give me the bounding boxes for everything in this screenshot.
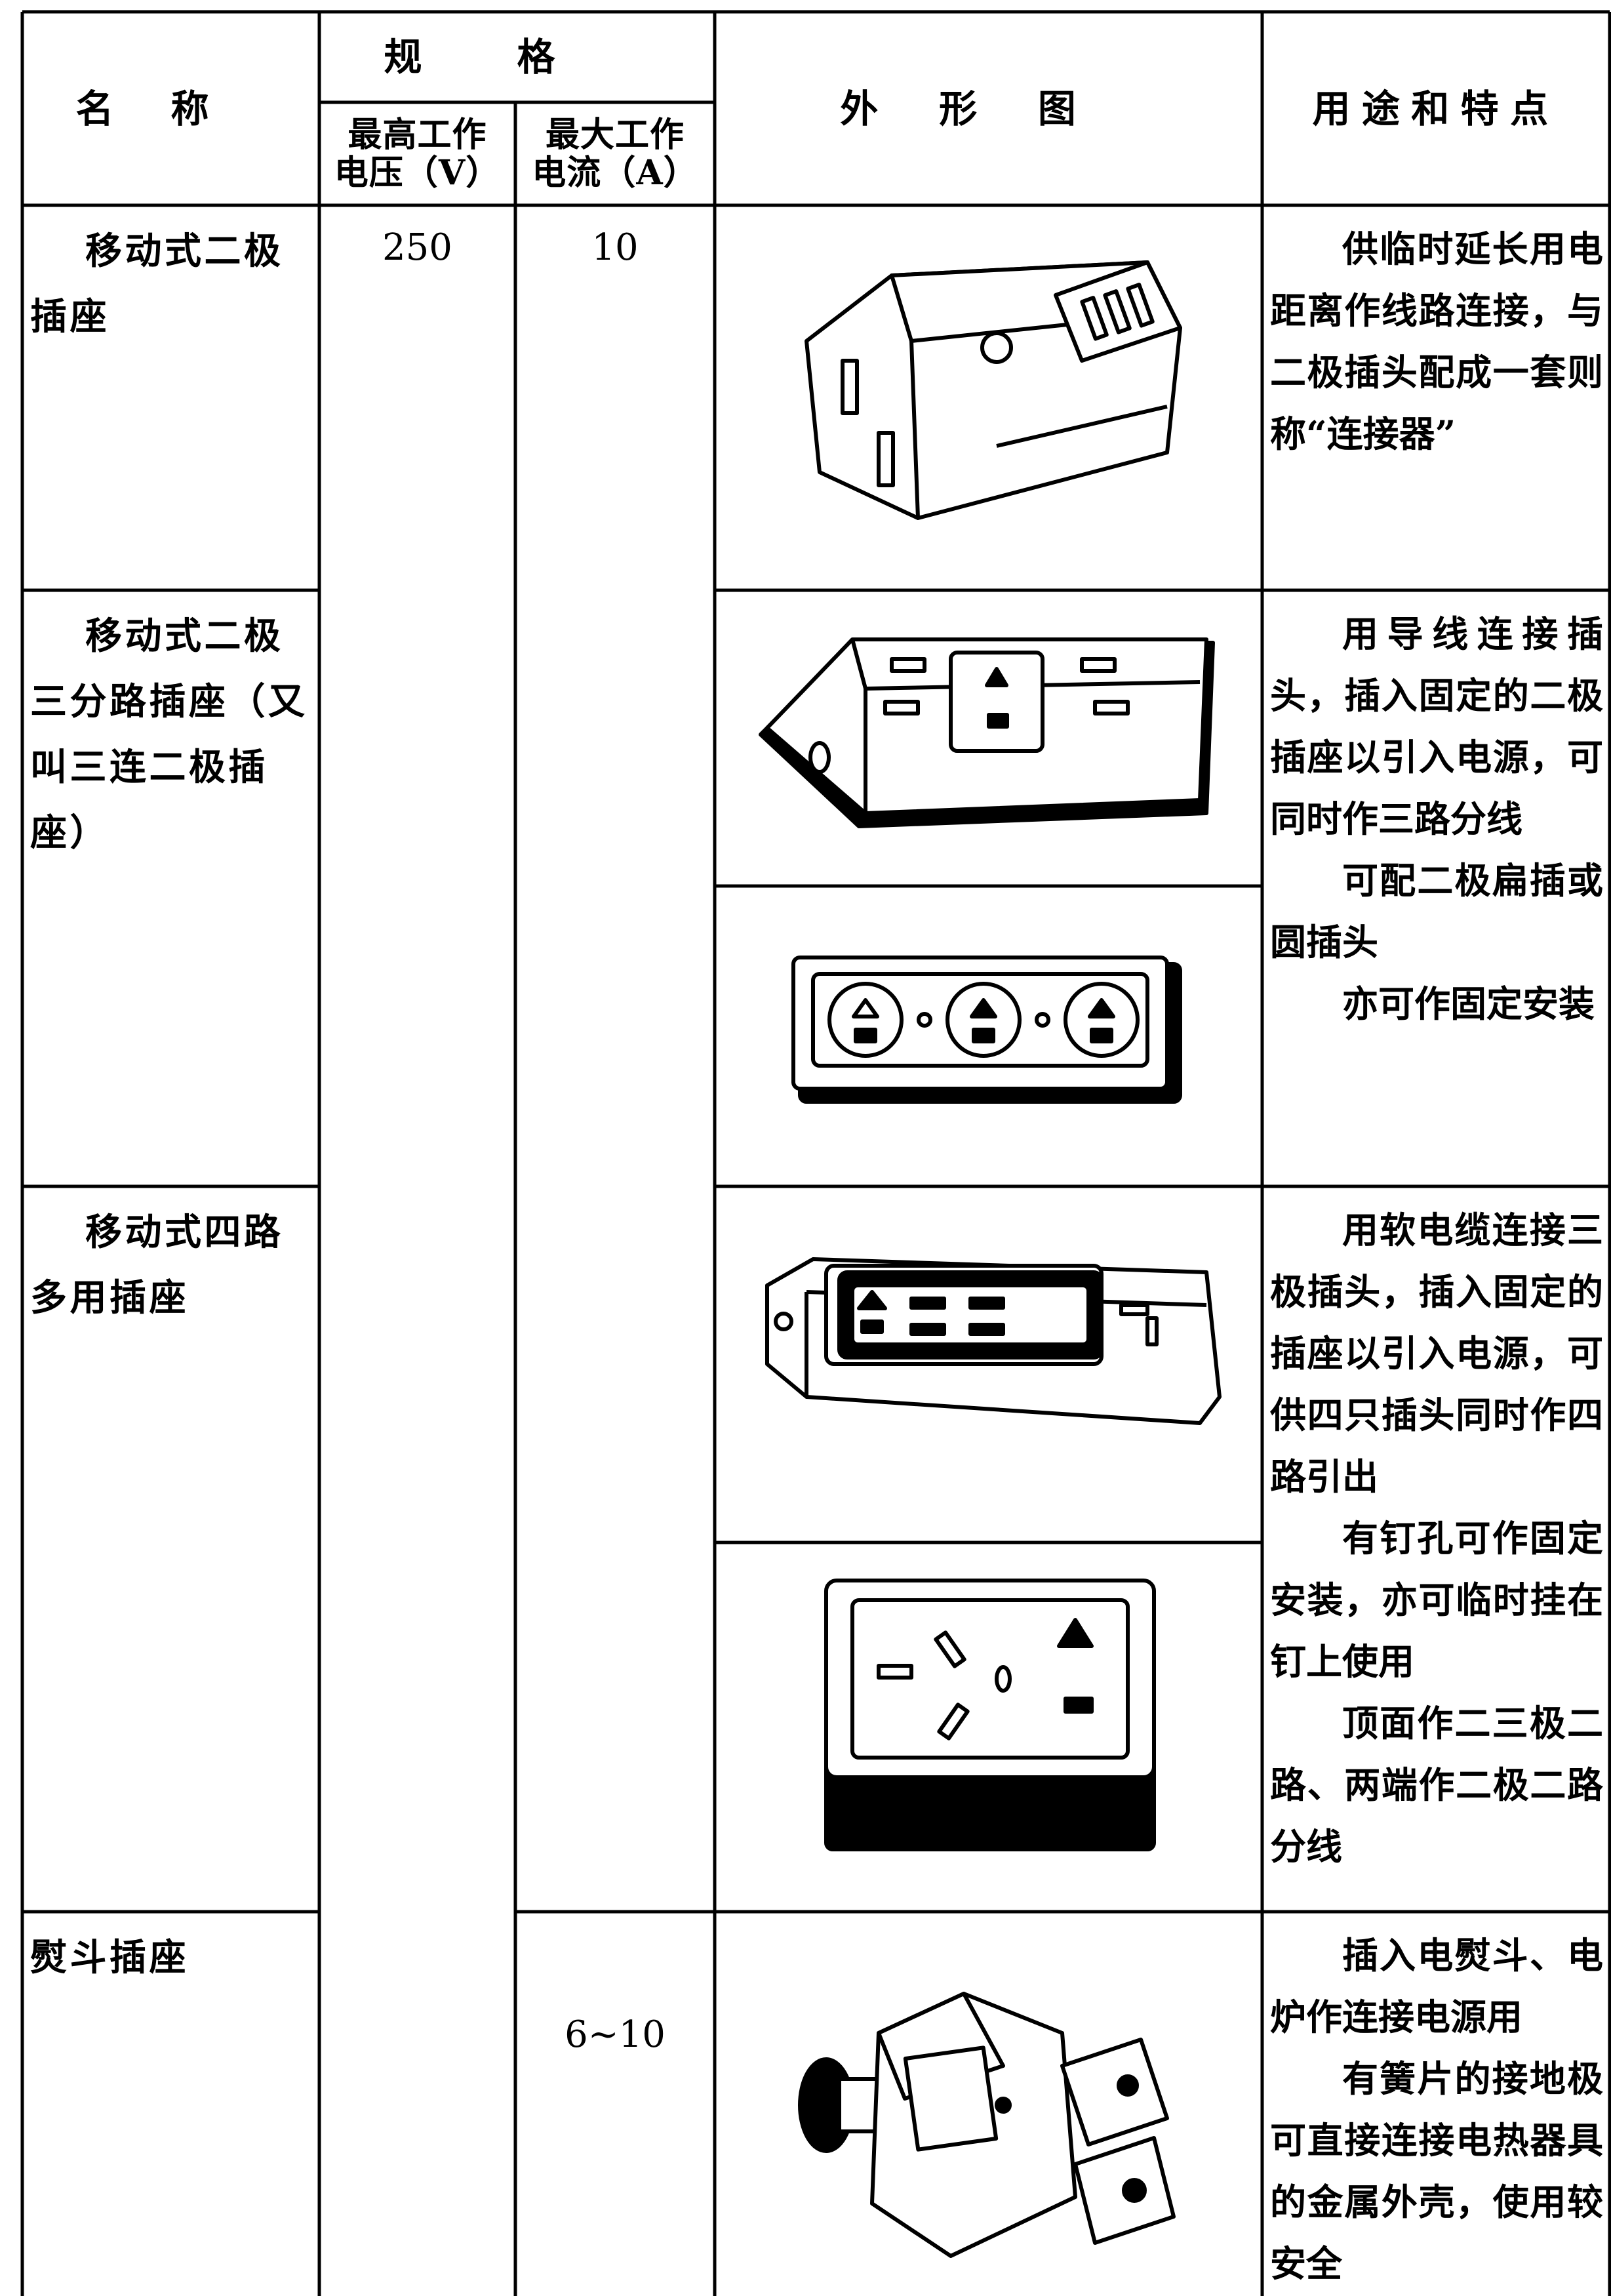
usage-paragraph: 供临时延长用电距离作线路连接，与二极插头配成一套则称“连接器” — [1270, 228, 1603, 455]
header-voltage: 最高工作 电压（V） — [319, 102, 515, 205]
header-spec: 规格 — [384, 35, 650, 79]
header-voltage-line: 最高工作 — [348, 114, 487, 155]
header-name: 名称 — [75, 86, 266, 131]
usage-paragraph: 有钉孔可作固定安装，亦可临时挂在钉上使用 — [1270, 1517, 1603, 1683]
header-figure: 外形图 — [840, 86, 1137, 131]
usage-paragraph: 插入电熨斗、电炉作连接电源用 — [1270, 1934, 1603, 2038]
usage-paragraph: 用导线连接插头，插入固定的二极插座以引入电源，可同时作三路分线 — [1270, 613, 1603, 840]
row-name: 移动式二极三分路插座（又叫三连二极插座） — [30, 614, 308, 855]
figure-triple-socket — [759, 637, 1215, 828]
usage-cell: 插入电熨斗、电炉作连接电源用 有簧片的接地极可直接连接电热器具的金属外壳，使用较… — [1262, 1912, 1610, 2295]
header-current-line: 电流（A） — [532, 152, 698, 193]
row-name: 移动式四路多用插座 — [30, 1211, 284, 1319]
usage-paragraph: 可配二极扁插或圆插头 — [1270, 859, 1603, 963]
usage-paragraph: 用软电缆连接三极插头，插入固定的插座以引入电源，可供四只插头同时作四路引出 — [1270, 1209, 1603, 1498]
usage-paragraph: 有簧片的接地极可直接连接电热器具的金属外壳，使用较安全 — [1270, 2057, 1603, 2285]
usage-paragraph: 亦可作固定安装 — [1342, 982, 1595, 1025]
header-current-line: 最大工作 — [545, 114, 685, 155]
usage-cell: 用导线连接插头，插入固定的二极插座以引入电源，可同时作三路分线 可配二极扁插或圆… — [1262, 590, 1610, 1035]
header-usage: 用途和特点 — [1312, 86, 1560, 131]
usage-cell: 供临时延长用电距离作线路连接，与二极插头配成一套则称“连接器” — [1262, 205, 1610, 465]
row-name: 移动式二极插座 — [30, 230, 284, 338]
figure-four-way-socket — [765, 1257, 1222, 1425]
voltage-value: 250 — [382, 226, 452, 269]
current-value: 6~10 — [565, 2013, 666, 2056]
figure-multi-socket — [824, 1579, 1156, 1851]
row-name: 熨斗插座 — [30, 1936, 189, 1979]
figure-round-triple-socket — [791, 956, 1182, 1104]
figure-connector — [805, 260, 1182, 520]
header-voltage-line: 电压（V） — [334, 152, 501, 193]
usage-paragraph: 顶面作二三极二路、两端作二极二路分线 — [1270, 1702, 1603, 1868]
usage-cell: 用软电缆连接三极插头，插入固定的插座以引入电源，可供四只插头同时作四路引出 有钉… — [1262, 1186, 1610, 1878]
header-current: 最大工作 电流（A） — [515, 102, 715, 205]
current-value: 10 — [591, 226, 639, 269]
figure-iron-socket — [798, 1992, 1176, 2258]
